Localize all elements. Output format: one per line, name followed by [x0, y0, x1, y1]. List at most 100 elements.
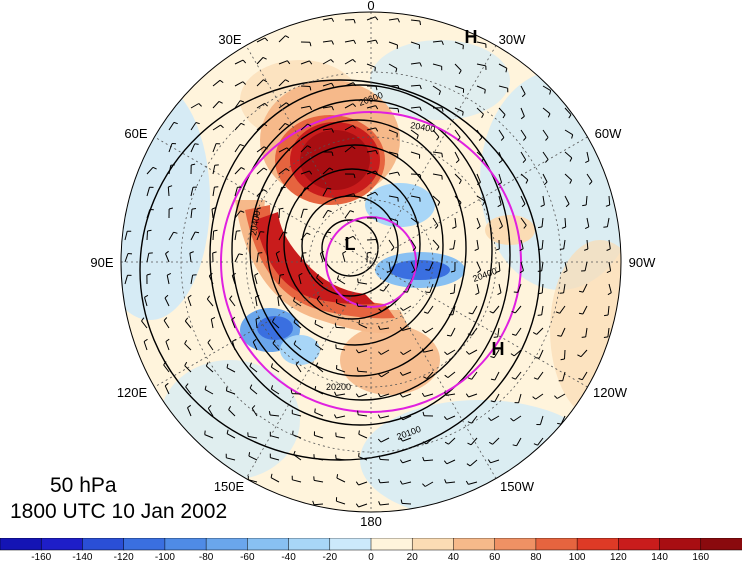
wind-barb-flag [545, 159, 549, 163]
wind-barb [520, 195, 526, 205]
wind-barb [410, 195, 420, 199]
wind-barb-flag [226, 363, 229, 368]
wind-barb [423, 459, 434, 462]
wind-barb-flag [272, 339, 276, 344]
wind-barb [492, 305, 500, 314]
wind-barb-flag [355, 481, 359, 486]
wind-barb-flag [206, 295, 211, 300]
wind-barb [518, 393, 522, 403]
wind-barb [316, 298, 324, 307]
wind-barb [563, 283, 566, 293]
wind-barb-flag [312, 500, 315, 505]
wind-barb-flag [490, 356, 495, 359]
wind-barb-flag [184, 361, 188, 366]
wind-barb [256, 231, 261, 241]
wind-barb [585, 327, 588, 337]
wind-barb [184, 343, 192, 351]
wind-barb-flag [466, 463, 471, 467]
wind-barb [190, 187, 194, 197]
wind-barb [388, 107, 399, 110]
wind-barb [432, 40, 442, 43]
wind-barb [322, 128, 332, 131]
wind-barb-flag [284, 122, 289, 126]
wind-barb-flag [306, 232, 311, 236]
wind-barb [410, 261, 416, 271]
wind-barb-flag [557, 422, 562, 425]
wind-barb-flag [488, 441, 493, 445]
wind-barb-flag [540, 204, 545, 207]
wind-barb-flag [326, 231, 332, 234]
wind-barb-flag [419, 62, 422, 67]
wind-barb [448, 437, 456, 445]
wind-barb-flag [416, 135, 419, 140]
wind-barb-flag [484, 89, 486, 94]
wind-barb-flag [331, 151, 334, 157]
wind-barb-flag [212, 251, 217, 254]
wind-barb-flag [399, 393, 404, 398]
colorbar-box [535, 538, 578, 551]
wind-barb [314, 457, 324, 461]
wind-barb [447, 349, 456, 356]
wind-barb-flag [397, 171, 401, 176]
wind-barb [278, 168, 287, 175]
wind-barb-flag [280, 274, 285, 276]
wind-barb [454, 129, 461, 138]
wind-barb [490, 415, 500, 422]
wind-barb [256, 253, 259, 263]
wind-barb-flag [422, 483, 426, 487]
colorbar-box [205, 538, 249, 551]
wind-barb-flag [163, 361, 167, 366]
wind-barb-flag [218, 100, 223, 104]
wind-barb [476, 63, 486, 67]
wind-barb [410, 106, 420, 109]
contour-lines [139, 79, 541, 461]
wind-barb [454, 151, 460, 161]
wind-barb-flag [204, 385, 207, 390]
wind-barb-flag [411, 269, 416, 274]
wind-barb-flag [377, 438, 382, 443]
wind-barb [292, 413, 302, 417]
wind-barb-flag [315, 362, 319, 367]
wind-barb-flag [523, 224, 527, 229]
wind-barb [144, 297, 148, 307]
wind-barb [366, 16, 376, 21]
wind-barb [141, 320, 148, 329]
colorbar-tick-label: 100 [569, 552, 586, 561]
wind-barb [256, 79, 264, 87]
wind-barb [476, 261, 482, 271]
wind-barb-flag [436, 136, 440, 141]
wind-barb [146, 166, 154, 175]
wind-barb [256, 189, 264, 197]
wind-barb [256, 123, 264, 131]
wind-barb-flag [242, 81, 247, 85]
colorbar-box [164, 538, 207, 551]
wind-barb-flag [165, 338, 170, 342]
wind-barb [582, 283, 588, 293]
wind-barb-flag [511, 377, 516, 380]
wind-barb-flag [465, 393, 469, 398]
wind-barb [402, 459, 412, 464]
wind-barb-flag [523, 137, 527, 141]
wind-barb-flag [443, 416, 448, 420]
colorbar-boxes [0, 538, 742, 551]
wind-barb-flag [232, 338, 237, 342]
wind-barb-flag [419, 20, 421, 26]
wind-barb [271, 366, 280, 373]
wind-barb [212, 79, 221, 87]
wind-barb [446, 393, 456, 396]
wind-barb-flag [168, 207, 174, 210]
wind-barb-flag [353, 173, 356, 179]
wind-barb [424, 481, 434, 487]
wind-barb-flag [421, 348, 425, 353]
wind-barb-flag [314, 408, 316, 413]
wind-barb-flag [357, 410, 359, 415]
wind-barb [410, 84, 421, 87]
wind-barb [344, 125, 354, 131]
colorbar-box [82, 538, 125, 551]
wind-barb [226, 390, 236, 395]
wind-barb-flag [268, 411, 271, 416]
wind-barb [278, 147, 288, 153]
wind-barb [410, 217, 419, 224]
wind-barb-flag [144, 294, 149, 298]
wind-barb-flag [228, 405, 232, 410]
